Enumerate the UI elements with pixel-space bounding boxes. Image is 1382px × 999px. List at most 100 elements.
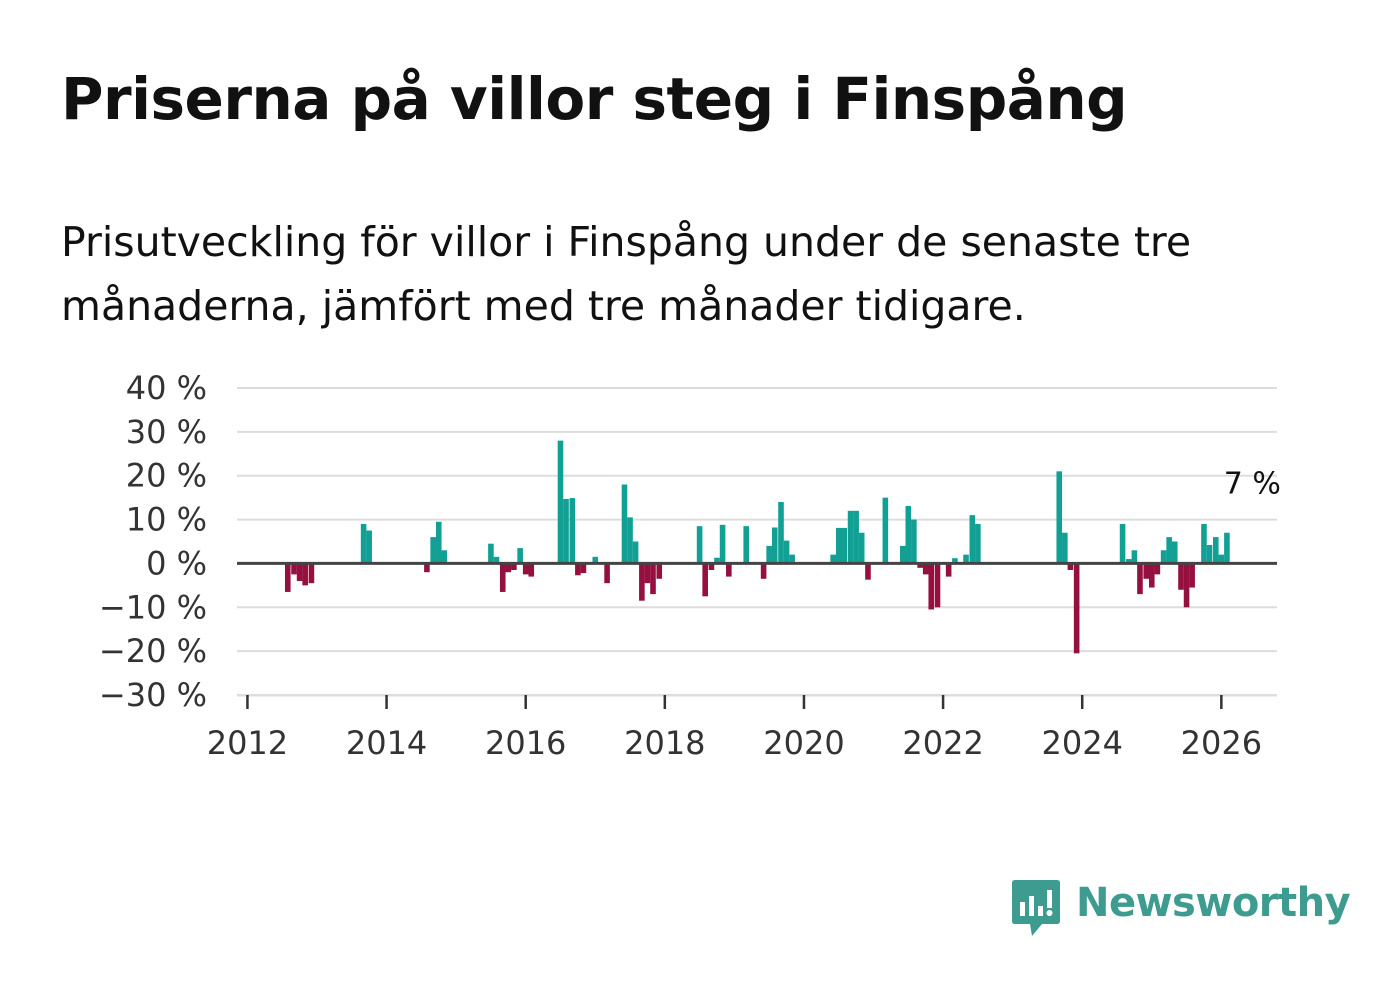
bar: [517, 548, 523, 564]
bar: [650, 563, 656, 595]
x-tick-label: 2012: [207, 724, 288, 762]
chart-subtitle: Prisutveckling för villor i Finspång und…: [61, 218, 1192, 330]
bar: [621, 484, 628, 564]
bar: [511, 563, 517, 571]
bar: [934, 563, 941, 608]
bar: [575, 563, 581, 576]
x-tick-label: 2014: [346, 724, 427, 762]
y-tick-label: 10 %: [126, 501, 207, 539]
bars: [284, 440, 1230, 654]
bar: [841, 527, 848, 564]
bar: [1143, 563, 1150, 579]
bar: [917, 563, 923, 568]
x-tick-label: 2026: [1181, 724, 1262, 762]
x-tick-label: 2020: [763, 724, 844, 762]
bar: [1154, 563, 1161, 575]
bar: [1218, 554, 1225, 564]
bar: [865, 563, 871, 580]
x-tick-label: 2018: [624, 724, 705, 762]
y-tick-label: −10 %: [99, 588, 207, 626]
bar: [632, 541, 639, 564]
y-tick-label: 0 %: [146, 544, 207, 582]
bar: [308, 563, 315, 584]
bar: [569, 498, 576, 564]
bar: [656, 563, 663, 579]
bar: [1160, 550, 1167, 564]
bar: [563, 498, 569, 564]
bar: [302, 563, 308, 586]
bar: [522, 563, 529, 575]
bar: [928, 563, 935, 610]
bar: [1131, 550, 1138, 564]
newsworthy-logo: Newsworthy: [1010, 878, 1351, 942]
y-axis-labels: 40 % 30 % 20 % 10 % 0 % −10 % −20 % −30 %: [99, 369, 207, 714]
bar: [789, 554, 795, 564]
bar: [830, 554, 836, 564]
bar: [1201, 523, 1207, 564]
bar: [1073, 563, 1080, 654]
bar: [778, 502, 784, 564]
bar: [714, 557, 720, 564]
gridlines: [237, 387, 1277, 696]
bar: [557, 440, 564, 564]
bar: [1137, 563, 1143, 595]
y-tick-label: 20 %: [126, 457, 207, 495]
bar: [580, 563, 587, 574]
bar: [952, 558, 958, 564]
bar: [1171, 541, 1178, 564]
bar: [493, 556, 500, 564]
bar: [899, 545, 906, 564]
bar: [528, 563, 535, 577]
bar: [424, 563, 430, 573]
bar: [766, 545, 772, 564]
bar: [592, 556, 599, 564]
y-tick-label: 30 %: [126, 413, 207, 451]
last-value-label: 7 %: [1224, 467, 1281, 502]
newsworthy-logo-text: Newsworthy: [1076, 880, 1351, 926]
bar: [1183, 563, 1190, 608]
bar: [644, 563, 651, 584]
bar: [627, 517, 633, 564]
newsworthy-logo-icon: [1012, 880, 1060, 936]
bar: [296, 563, 303, 581]
bar: [505, 563, 512, 573]
x-tick-label: 2016: [485, 724, 566, 762]
bar: [360, 523, 367, 564]
bar: [1178, 563, 1184, 590]
bar: [488, 543, 494, 564]
bar: [499, 563, 506, 592]
bar: [760, 563, 767, 579]
bar: [604, 563, 610, 584]
bar: [291, 563, 297, 575]
bar: [911, 519, 917, 564]
bar: [430, 537, 436, 564]
bar: [284, 563, 291, 592]
bar: [743, 526, 750, 564]
bar: [963, 554, 969, 564]
bar: [1062, 532, 1068, 564]
bar: [1224, 532, 1230, 564]
bar: [847, 510, 854, 564]
bar: [945, 563, 952, 577]
bar: [922, 563, 929, 575]
bar: [975, 523, 981, 564]
chart-title: Priserna på villor steg i Finspång: [61, 65, 1128, 133]
x-tick-label: 2024: [1041, 724, 1122, 762]
bar: [719, 524, 726, 564]
bar: [905, 505, 912, 564]
bar: [858, 532, 865, 564]
bar: [366, 530, 372, 564]
bar: [639, 563, 645, 601]
bar: [1166, 537, 1172, 564]
bar: [783, 540, 790, 564]
bar: [1212, 537, 1219, 564]
bar: [882, 497, 889, 564]
bar: [1206, 545, 1213, 564]
bar: [1126, 559, 1132, 564]
y-tick-label: 40 %: [126, 369, 207, 407]
y-tick-label: −20 %: [99, 632, 207, 670]
bar: [1148, 563, 1155, 588]
bar: [853, 510, 859, 564]
bar: [835, 527, 842, 564]
